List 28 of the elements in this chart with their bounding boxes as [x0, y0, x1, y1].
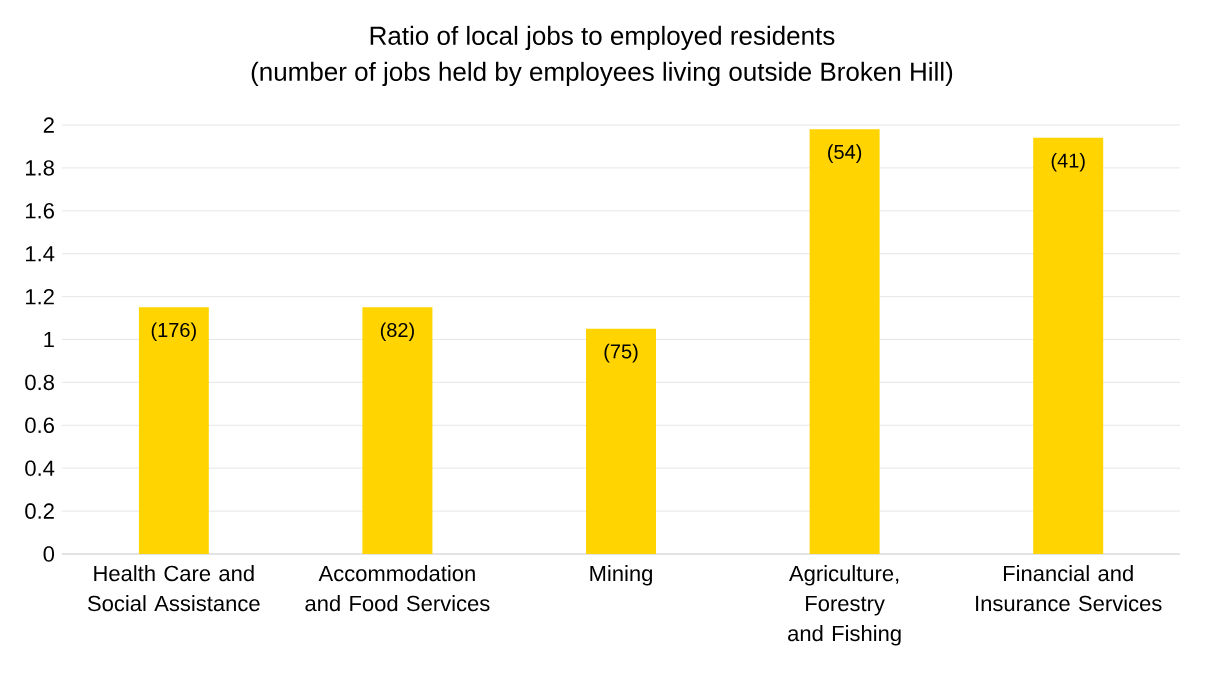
y-tick-label: 0.2: [25, 503, 54, 519]
annotation: (82): [380, 322, 414, 342]
x-tick-label: Accommodation and Food Services: [305, 565, 490, 612]
x-tick-label: Financial and Insurance Services: [976, 565, 1162, 612]
x-tick-label: Agriculture, Forestry and Fishing: [788, 565, 901, 646]
annotation: (176): [151, 322, 196, 342]
bar: [809, 129, 880, 554]
bar: [362, 307, 433, 554]
y-tick-label: 0.8: [25, 374, 54, 391]
y-tick-label: 2: [43, 117, 54, 133]
y-tick-label: 1.8: [26, 160, 54, 176]
bar: [138, 307, 209, 554]
y-tick-label: 1.2: [26, 288, 54, 305]
x-tick-label: Health Care and Social Assistance: [87, 565, 260, 612]
y-tick-label: 1.6: [26, 203, 54, 219]
y-tick-label: 0.6: [25, 417, 54, 434]
annotation: (41): [1051, 152, 1085, 172]
y-tick-label: 0: [43, 546, 55, 562]
chart-subtitle: (number of jobs held by employees living outside Broken Hill): [251, 61, 953, 87]
y-tick-label: 1.4: [26, 246, 55, 262]
x-tick-label: Mining: [590, 565, 652, 586]
bar: [1033, 137, 1104, 554]
chart-title: Ratio of local jobs to employed residents: [370, 25, 835, 51]
y-tick-label: 0.4: [25, 460, 55, 476]
annotation: (54): [828, 144, 862, 163]
bar: [586, 328, 656, 554]
y-tick-label: 1: [44, 331, 54, 348]
annotation: (75): [604, 343, 638, 363]
